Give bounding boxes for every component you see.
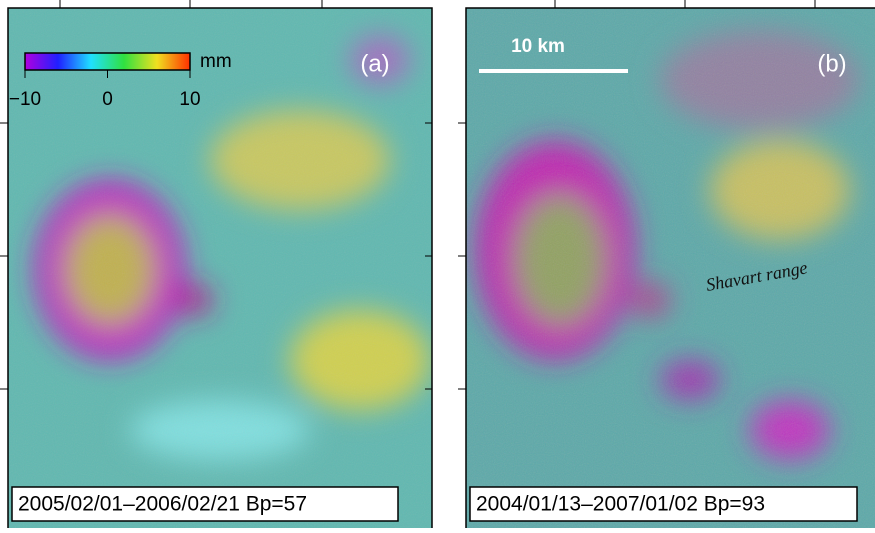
interferogram-b [466, 8, 875, 528]
caption: 2005/02/01–2006/02/21 Bp=57 [18, 493, 307, 516]
colorbar-tick-label: −10 [9, 89, 41, 110]
colorbar-tick-label: 0 [102, 89, 113, 110]
caption: 2004/01/13–2007/01/02 Bp=93 [476, 493, 765, 516]
texture [466, 8, 875, 528]
texture [8, 8, 432, 528]
figure: mm −10010 (a) (b) 10 km Shavart range 20… [0, 0, 875, 528]
panel-label: (a) [360, 50, 389, 77]
panel-label: (b) [817, 50, 846, 77]
colorbar [25, 53, 190, 70]
scale-bar-label: 10 km [511, 36, 565, 57]
colorbar-tick-label: 10 [179, 89, 200, 110]
interferogram-a [8, 8, 432, 528]
colorbar-unit: mm [200, 51, 232, 72]
